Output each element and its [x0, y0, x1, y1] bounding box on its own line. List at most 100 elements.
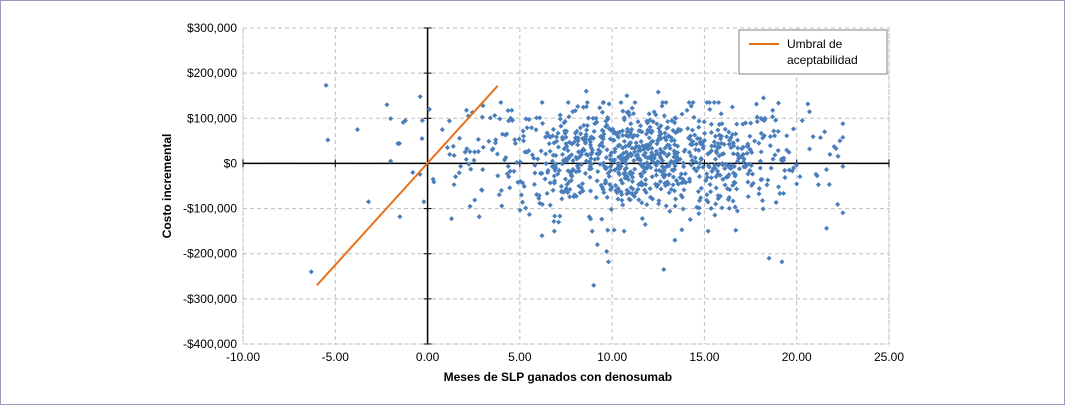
scatter-point [591, 128, 597, 134]
scatter-point [621, 157, 627, 163]
scatter-point [720, 162, 726, 168]
scatter-point [480, 144, 486, 150]
scatter-point [621, 138, 627, 144]
scatter-point [529, 152, 535, 158]
scatter-point [553, 152, 559, 159]
scatter-point [760, 95, 767, 101]
scatter-point [775, 128, 781, 134]
scatter-point [449, 216, 455, 222]
scatter-point [627, 170, 633, 176]
scatter-point [562, 128, 568, 134]
scatter-point [417, 94, 423, 100]
scatter-point [627, 197, 633, 203]
scatter-point [584, 99, 590, 106]
scatter-point [756, 140, 762, 146]
scatter-point [666, 172, 672, 178]
scatter-point [734, 186, 740, 192]
scatter-point [835, 153, 841, 159]
scatter-point [656, 198, 662, 204]
scatter-point [734, 121, 740, 127]
scatter-point [620, 108, 626, 114]
scatter-point [790, 126, 797, 132]
scatter-point [323, 82, 329, 88]
scatter-point [659, 163, 665, 170]
scatter-point [638, 123, 644, 129]
scatter-point [712, 212, 718, 218]
scatter-point [837, 138, 843, 144]
scatter-point [439, 127, 445, 133]
scatter-point [547, 202, 553, 208]
scatter-point [767, 143, 773, 149]
scatter-point [736, 166, 742, 172]
scatter-point [685, 125, 691, 132]
scatter-point [471, 157, 477, 163]
scatter-point [764, 182, 770, 188]
x-tick-label: -10.00 [226, 350, 260, 364]
scatter-point [463, 107, 470, 113]
scatter-point [451, 182, 457, 188]
scatter-point [733, 227, 739, 233]
scatter-point [584, 127, 590, 133]
scatter-point [687, 216, 693, 223]
scatter-point [620, 145, 626, 151]
scatter-point [826, 181, 832, 187]
scatter-point [619, 197, 625, 203]
scatter-point [752, 138, 758, 144]
scatter-point [745, 194, 751, 200]
scatter-point [447, 151, 453, 157]
scatter-point [605, 259, 611, 265]
scatter-point [777, 190, 783, 197]
scatter-point [735, 137, 741, 143]
scatter-point [587, 174, 593, 180]
scatter-point [749, 171, 756, 177]
scatter-point [496, 192, 502, 198]
scatter-point [559, 196, 565, 202]
scatter-point [512, 137, 518, 143]
scatter-point [495, 173, 501, 179]
scatter-point [647, 186, 653, 192]
scatter-point [754, 118, 760, 125]
scatter-point [624, 191, 630, 197]
scatter-point [543, 151, 549, 157]
scatter-point [682, 147, 688, 153]
scatter-point [578, 131, 584, 137]
scatter-point [397, 214, 403, 220]
scatter-point [594, 242, 600, 248]
scatter-point [708, 205, 714, 211]
scatter-point [570, 158, 576, 164]
scatter-point [507, 168, 513, 174]
scatter-point [840, 210, 846, 216]
scatter-point [505, 163, 511, 169]
scatter-point [696, 173, 702, 180]
scatter-point [516, 136, 522, 142]
scatter-point [621, 228, 627, 234]
scatter-point [794, 181, 800, 187]
scatter-point [498, 99, 504, 106]
scatter-point [671, 137, 677, 144]
scatter-point [601, 160, 607, 166]
scatter-point [730, 198, 736, 204]
scatter-point [679, 227, 685, 233]
legend: Umbral de aceptabilidad [738, 29, 888, 75]
scatter-point [559, 188, 565, 194]
scatter-point [695, 189, 701, 195]
scatter-point [582, 140, 589, 146]
y-tick-label: -$300,000 [183, 292, 237, 306]
scatter-point [608, 206, 614, 212]
scatter-point [539, 99, 545, 106]
scatter-point [724, 162, 730, 168]
scatter-point [384, 102, 390, 108]
scatter-point [626, 143, 632, 149]
scatter-point [450, 143, 456, 149]
scatter-point [472, 197, 478, 203]
scatter-point [632, 166, 638, 172]
scatter-point [666, 190, 672, 196]
scatter-point [559, 151, 566, 158]
scatter-point [722, 126, 728, 132]
scatter-point [636, 181, 642, 188]
scatter-point [675, 181, 681, 187]
scatter-point [531, 181, 537, 187]
scatter-point [497, 116, 503, 122]
scatter-point [591, 282, 597, 288]
scatter-point [463, 156, 469, 163]
